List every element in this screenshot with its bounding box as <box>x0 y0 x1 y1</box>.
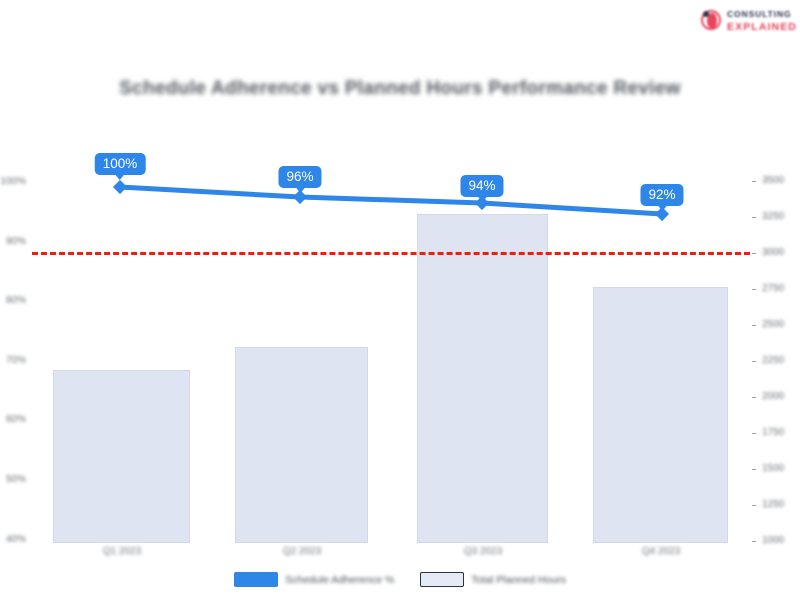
axis-right-tick-label: 1750 <box>762 427 785 438</box>
logo-top-word: CONSULTING <box>727 9 792 19</box>
axis-right-tick-label: 2000 <box>762 391 785 402</box>
logo-circular-mark-icon <box>700 9 724 33</box>
axis-right-tick-label: 3250 <box>762 211 785 222</box>
axis-right-tick-mark <box>752 253 756 254</box>
chart-title: Schedule Adherence vs Planned Hours Perf… <box>119 78 681 99</box>
line-markers <box>112 179 670 222</box>
axis-x-tick-label: Q4 2023 <box>641 546 681 557</box>
axis-right: 3500 3250 3000 2750 2500 2250 2000 1750 1500 1250… <box>752 120 800 546</box>
axis-right-tick-mark <box>752 181 756 182</box>
logo-bottom-word: EXPLAINED <box>727 21 797 33</box>
axis-x: Q1 2023 Q2 2023 Q3 2023 Q4 2023 <box>32 546 750 564</box>
axis-right-tick-mark <box>752 289 756 290</box>
axis-right-tick-label: 2250 <box>762 355 785 366</box>
data-label: 92% <box>640 184 684 211</box>
legend-label: Total Planned Hours <box>471 573 566 586</box>
legend-item[interactable]: Total Planned Hours <box>420 572 566 587</box>
data-label: 96% <box>278 166 322 193</box>
axis-right-tick-label: 2500 <box>762 319 785 330</box>
bar <box>235 347 368 543</box>
axis-left-tick-label: 60% <box>5 414 26 425</box>
bar <box>53 370 190 543</box>
axis-right-tick-mark <box>752 325 756 326</box>
axis-left-tick-label: 50% <box>5 474 26 485</box>
axis-x-tick-label: Q3 2023 <box>463 546 503 557</box>
axis-right-tick-mark <box>752 397 756 398</box>
legend-label: Schedule Adherence % <box>285 573 395 586</box>
target-reference-line <box>32 252 750 255</box>
brand-logo: CONSULTING EXPLAINED <box>700 6 796 36</box>
legend-swatch <box>420 572 465 587</box>
axis-left-tick-label: 100% <box>0 176 26 187</box>
axis-right-tick-mark <box>752 469 756 470</box>
logo-dot-icon <box>703 11 709 17</box>
axis-right-tick-label: 1500 <box>762 463 785 474</box>
axis-right-tick-label: 3000 <box>762 247 785 258</box>
line-path <box>117 184 665 217</box>
axis-left: 100% 90% 80% 70% 60% 50% 40% <box>0 120 26 545</box>
axis-right-tick-mark <box>752 505 756 506</box>
axis-x-tick-label: Q2 2023 <box>282 546 322 557</box>
line-marker <box>112 179 128 195</box>
axis-right-tick-label: 2750 <box>762 283 785 294</box>
axis-left-tick-label: 40% <box>5 534 26 545</box>
logo-leaf-icon <box>707 13 717 28</box>
data-label: 94% <box>460 175 504 202</box>
legend-swatch <box>234 572 279 587</box>
logo-ring-icon <box>701 10 721 30</box>
axis-right-tick-label: 1000 <box>762 535 785 546</box>
legend-item[interactable]: Schedule Adherence % <box>234 572 394 587</box>
data-label: 100% <box>94 153 146 180</box>
axis-left-tick-label: 80% <box>5 295 26 306</box>
axis-left-tick-label: 90% <box>5 236 26 247</box>
axis-right-tick-mark <box>752 433 756 434</box>
axis-right-tick-label: 1250 <box>762 499 785 510</box>
plot-area: 100% 96% 94% 92% <box>32 120 750 543</box>
bar <box>593 287 728 543</box>
bar <box>417 214 548 543</box>
axis-left-tick-label: 70% <box>5 355 26 366</box>
logo-wordmark: CONSULTING EXPLAINED <box>727 9 797 33</box>
axis-right-tick-mark <box>752 217 756 218</box>
axis-x-tick-label: Q1 2023 <box>102 546 142 557</box>
axis-right-tick-mark <box>752 361 756 362</box>
axis-right-tick-label: 3500 <box>762 175 785 186</box>
axis-right-tick-mark <box>752 541 756 542</box>
chart-legend: Schedule Adherence % Total Planned Hours <box>0 572 800 587</box>
